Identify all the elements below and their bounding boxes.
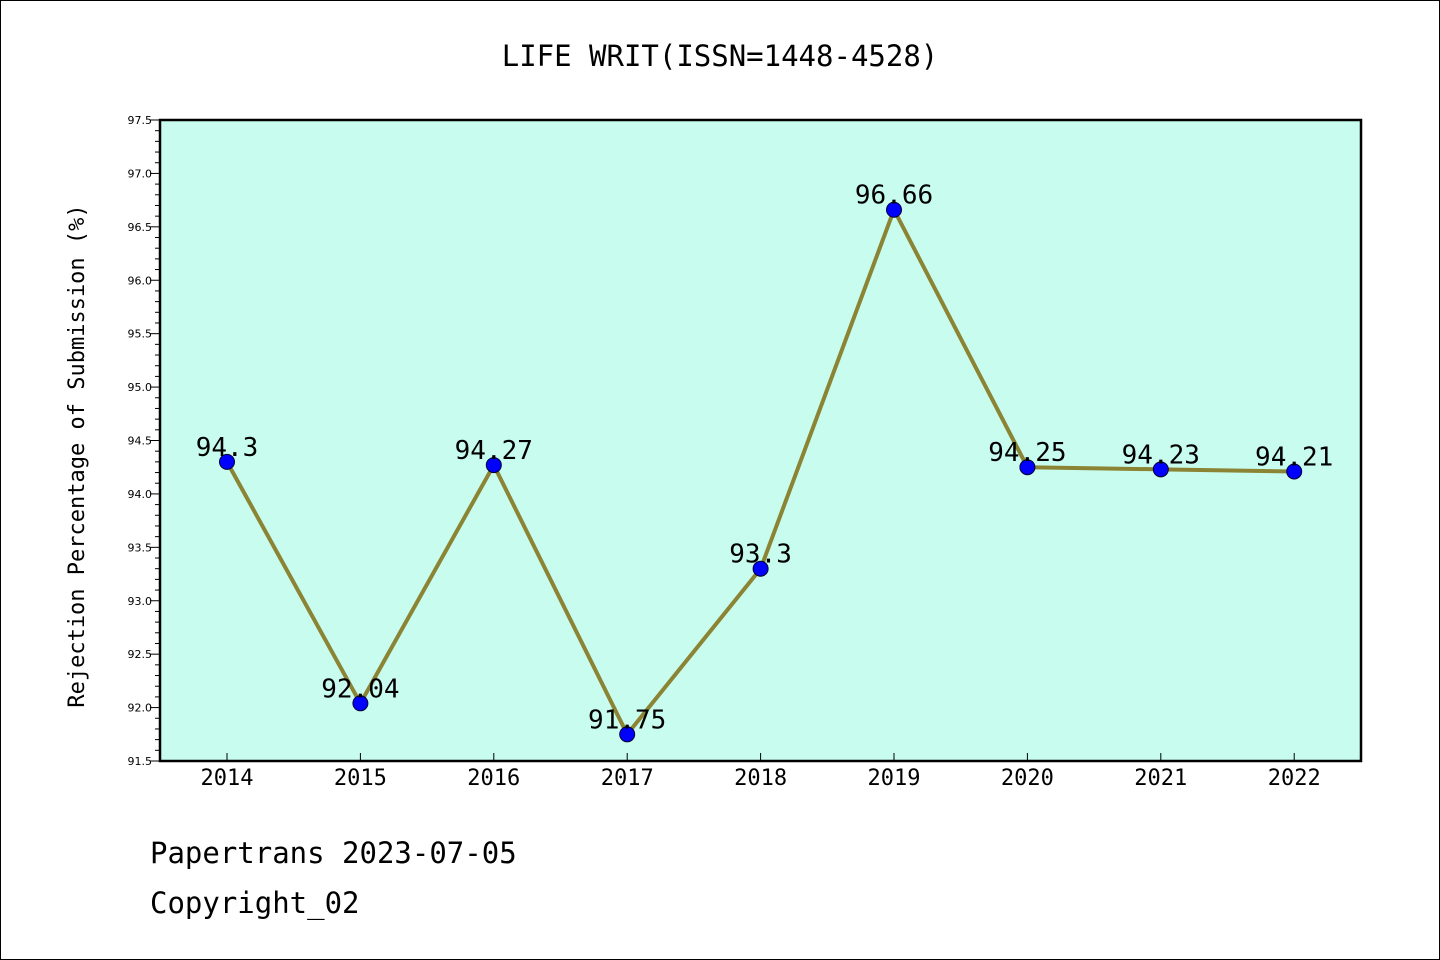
data-label: 93.3 — [729, 540, 792, 570]
data-point — [1152, 461, 1169, 478]
data-label: 94.25 — [988, 438, 1066, 468]
data-point — [619, 726, 636, 743]
x-tick-label: 2017 — [601, 766, 654, 791]
data-point — [485, 457, 502, 474]
x-tick-label: 2015 — [334, 766, 387, 791]
data-label: 92.04 — [321, 674, 399, 704]
data-label: 94.3 — [196, 433, 259, 463]
x-tick-label: 2022 — [1268, 766, 1321, 791]
data-label: 94.27 — [455, 436, 533, 466]
y-tick-label: 96.5 — [128, 221, 153, 234]
y-tick-label: 97.5 — [128, 114, 153, 127]
data-labels-group: 94.3 92.04 94.27 91.75 93.3 96.66 94.25 94.23 94… — [196, 181, 1334, 736]
y-tick-label: 92.5 — [128, 648, 153, 661]
y-tick-label: 93.0 — [128, 595, 153, 608]
y-tick-label: 93.5 — [128, 541, 153, 554]
data-point — [219, 453, 235, 470]
data-point — [352, 695, 369, 712]
markers-group — [219, 201, 1303, 743]
y-axis-ticks: 91.5 92.0 92.5 93.0 93.5 94.0 94.5 95.0 95.5 96.0… — [128, 114, 160, 768]
y-axis-label: Rejection Percentage of Submission (%) — [65, 204, 90, 707]
x-axis-ticks: 2014 2015 2016 2017 2018 2019 2020 2021 2022 — [201, 753, 1321, 791]
plot-area — [158, 118, 1363, 763]
data-point — [1019, 459, 1036, 476]
x-tick-label: 2016 — [467, 766, 520, 791]
data-label: 96.66 — [855, 181, 933, 211]
x-tick-label: 2021 — [1134, 766, 1187, 791]
chart-title: LIFE WRIT(ISSN=1448-4528) — [502, 39, 939, 73]
x-tick-label: 2014 — [201, 766, 254, 791]
y-tick-label: 95.5 — [128, 328, 153, 341]
y-tick-label: 94.0 — [128, 488, 153, 501]
data-point — [1286, 463, 1303, 480]
y-tick-label: 97.0 — [128, 167, 153, 180]
data-label: 94.21 — [1255, 442, 1333, 472]
y-tick-label: 95.0 — [128, 381, 153, 394]
data-point — [886, 201, 902, 218]
y-tick-label: 92.0 — [128, 702, 153, 715]
y-tick-label: 94.5 — [128, 435, 153, 448]
x-tick-label: 2018 — [734, 766, 787, 791]
x-tick-label: 2019 — [868, 766, 921, 791]
footer-source: Papertrans 2023-07-05 — [150, 836, 517, 870]
data-label: 91.75 — [588, 705, 666, 735]
y-tick-label: 96.0 — [128, 274, 153, 287]
y-tick-label: 91.5 — [128, 755, 153, 768]
data-label: 94.23 — [1122, 440, 1200, 470]
x-tick-label: 2020 — [1001, 766, 1054, 791]
footer-copyright: Copyright_02 — [150, 886, 360, 920]
data-point — [752, 560, 769, 577]
